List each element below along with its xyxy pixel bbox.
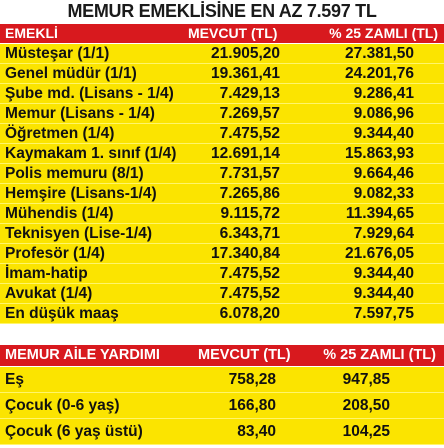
- cell-title: Eş: [5, 371, 24, 388]
- cell-title: Memur (Lisans - 1/4): [5, 105, 155, 122]
- header-zamli: % 25 ZAMLI (TL): [329, 25, 438, 41]
- page-title: MEMUR EMEKLİSİNE EN AZ 7.597 TL: [67, 1, 377, 21]
- cell-title: Avukat (1/4): [5, 285, 93, 302]
- cell-raised: 9.286,41: [353, 85, 414, 102]
- cell-current: 21.905,20: [211, 45, 280, 62]
- header-zamli: % 25 ZAMLI (TL): [323, 347, 436, 363]
- cell-current: 7.475,52: [219, 125, 280, 142]
- cell-title: Kaymakam 1. sınıf (1/4): [5, 145, 177, 162]
- table-row: Genel müdür (1/1) 19.361,41 24.201,76: [0, 64, 444, 84]
- cell-current: 758,28: [228, 371, 276, 388]
- table-row: Çocuk (6 yaş üstü) 83,40 104,25: [0, 419, 444, 445]
- table-row: Teknisyen (Lise-1/4) 6.343,71 7.929,64: [0, 224, 444, 244]
- cell-current: 7.475,52: [219, 285, 280, 302]
- table-row: Öğretmen (1/4) 7.475,52 9.344,40: [0, 124, 444, 144]
- cell-title: Çocuk (6 yaş üstü): [5, 423, 143, 440]
- table-row: İmam-hatip 7.475,52 9.344,40: [0, 264, 444, 284]
- table-row: Mühendis (1/4) 9.115,72 11.394,65: [0, 204, 444, 224]
- cell-current: 166,80: [228, 397, 276, 414]
- cell-raised: 7.929,64: [353, 225, 414, 242]
- cell-raised: 24.201,76: [345, 65, 414, 82]
- cell-current: 7.265,86: [219, 185, 280, 202]
- cell-title: Genel müdür (1/1): [5, 65, 137, 82]
- family-table-header: MEMUR AİLE YARDIMI MEVCUT (TL) % 25 ZAML…: [0, 345, 444, 366]
- cell-title: Hemşire (Lisans-1/4): [5, 185, 157, 202]
- header-mevcut: MEVCUT (TL): [188, 25, 278, 41]
- cell-raised: 11.394,65: [345, 205, 414, 222]
- cell-title: Teknisyen (Lise-1/4): [5, 225, 153, 242]
- cell-title: En düşük maaş: [5, 305, 119, 322]
- cell-raised: 7.597,75: [353, 305, 414, 322]
- table-row: Şube md. (Lisans - 1/4) 7.429,13 9.286,41: [0, 84, 444, 104]
- header-emekli: EMEKLİ: [5, 25, 58, 41]
- cell-raised: 208,50: [342, 397, 390, 414]
- pension-table-header: EMEKLİ MEVCUT (TL) % 25 ZAMLI (TL): [0, 24, 444, 43]
- table-row: Avukat (1/4) 7.475,52 9.344,40: [0, 284, 444, 304]
- cell-title: Şube md. (Lisans - 1/4): [5, 85, 174, 102]
- cell-raised: 9.086,96: [353, 105, 414, 122]
- cell-title: Müsteşar (1/1): [5, 45, 110, 62]
- table-row: Hemşire (Lisans-1/4) 7.265,86 9.082,33: [0, 184, 444, 204]
- header-aile-yardimi: MEMUR AİLE YARDIMI: [5, 347, 160, 363]
- cell-current: 7.269,57: [219, 105, 280, 122]
- cell-raised: 27.381,50: [345, 45, 414, 62]
- cell-current: 19.361,41: [211, 65, 280, 82]
- table-row: Polis memuru (8/1) 7.731,57 9.664,46: [0, 164, 444, 184]
- cell-raised: 9.344,40: [353, 125, 414, 142]
- cell-title: Profesör (1/4): [5, 245, 105, 262]
- cell-title: İmam-hatip: [5, 265, 88, 282]
- cell-current: 7.429,13: [219, 85, 280, 102]
- cell-current: 17.340,84: [211, 245, 280, 262]
- cell-raised: 15.863,93: [345, 145, 414, 162]
- table-row: Profesör (1/4) 17.340,84 21.676,05: [0, 244, 444, 264]
- table-row: Kaymakam 1. sınıf (1/4) 12.691,14 15.863,9…: [0, 144, 444, 164]
- cell-raised: 9.344,40: [353, 265, 414, 282]
- table-row: Memur (Lisans - 1/4) 7.269,57 9.086,96: [0, 104, 444, 124]
- table-row: En düşük maaş 6.078,20 7.597,75: [0, 304, 444, 324]
- cell-raised: 104,25: [342, 423, 390, 440]
- cell-title: Çocuk (0-6 yaş): [5, 397, 120, 414]
- table-row: Çocuk (0-6 yaş) 166,80 208,50: [0, 393, 444, 419]
- cell-current: 9.115,72: [220, 205, 280, 222]
- header-mevcut: MEVCUT (TL): [198, 347, 291, 363]
- cell-current: 12.691,14: [211, 145, 280, 162]
- family-table: Eş 758,28 947,85 Çocuk (0-6 yaş) 166,80 208,…: [0, 367, 444, 445]
- cell-title: Mühendis (1/4): [5, 205, 114, 222]
- cell-current: 7.731,57: [219, 165, 280, 182]
- cell-current: 7.475,52: [219, 265, 280, 282]
- cell-current: 6.078,20: [219, 305, 280, 322]
- cell-raised: 21.676,05: [345, 245, 414, 262]
- cell-current: 6.343,71: [219, 225, 280, 242]
- cell-title: Polis memuru (8/1): [5, 165, 144, 182]
- table-row: Eş 758,28 947,85: [0, 367, 444, 393]
- cell-title: Öğretmen (1/4): [5, 125, 115, 142]
- cell-raised: 9.082,33: [353, 185, 414, 202]
- cell-current: 83,40: [237, 423, 276, 440]
- table-row: Müsteşar (1/1) 21.905,20 27.381,50: [0, 44, 444, 64]
- cell-raised: 9.664,46: [353, 165, 414, 182]
- pension-table: Müsteşar (1/1) 21.905,20 27.381,50 Genel m…: [0, 44, 444, 324]
- cell-raised: 947,85: [342, 371, 390, 388]
- cell-raised: 9.344,40: [353, 285, 414, 302]
